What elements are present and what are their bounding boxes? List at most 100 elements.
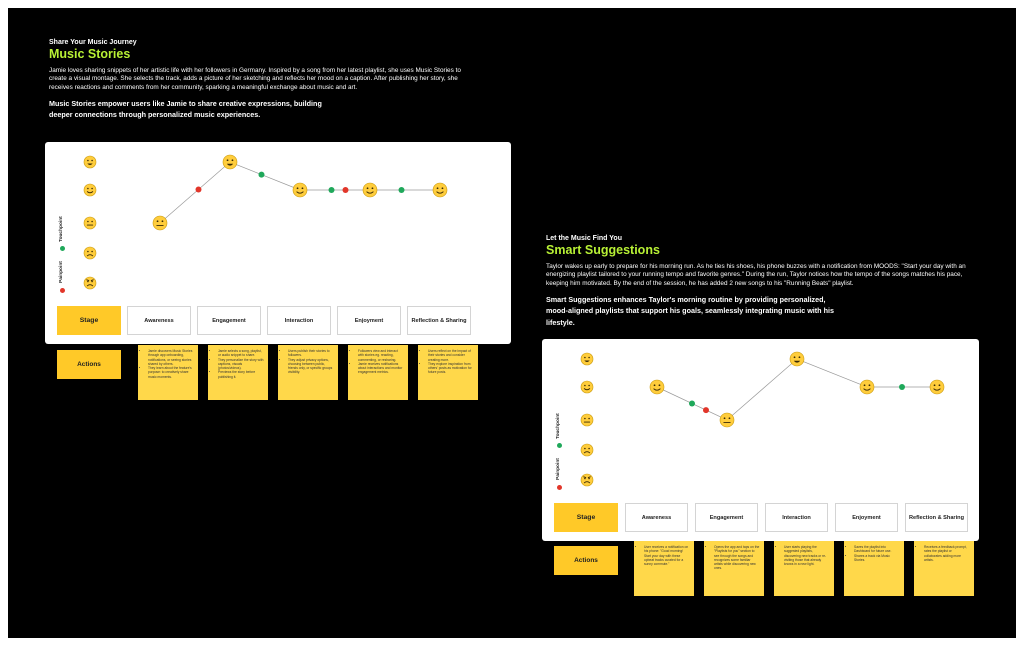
- note-item: Previews the story before publishing it.: [218, 370, 264, 379]
- story-body: Jamie loves sharing snippets of her arti…: [49, 67, 461, 91]
- touchpoint-legend-dot: [60, 246, 65, 251]
- story-kicker: Let the Music Find You: [546, 235, 622, 242]
- happy-face-icon: [83, 183, 97, 197]
- stage-interaction: Interaction: [765, 503, 828, 532]
- happy-face-icon: [292, 182, 308, 198]
- note-item: Saves the playlist into Dashboard for fu…: [854, 545, 900, 554]
- neutral-face-icon: [152, 215, 168, 231]
- sticky-note: Opens the app and taps on the "Playlists…: [704, 541, 764, 596]
- note-list: Opens the app and taps on the "Playlists…: [708, 545, 760, 571]
- note-list: User receives a notification on his phon…: [638, 545, 690, 566]
- stage-reflection-sharing: Reflection & Sharing: [905, 503, 968, 532]
- note-item: They personalize the story with captions…: [218, 358, 264, 371]
- journey-map-card: Touchpoint Painpoint Stage Awareness Eng…: [45, 142, 511, 344]
- emotion-curve: [83, 154, 448, 290]
- actions-label: Actions: [554, 546, 618, 575]
- stage-engagement: Engagement: [197, 306, 261, 335]
- touchpoint-legend-dot: [557, 443, 562, 448]
- happy-face-icon: [649, 379, 665, 395]
- stage-awareness: Awareness: [625, 503, 688, 532]
- actions-label: Actions: [57, 350, 121, 379]
- neutral-face-icon: [83, 216, 97, 230]
- neutral-face-icon: [580, 413, 594, 427]
- painpoint-marker: [195, 186, 202, 193]
- sad-face-icon: [580, 443, 594, 457]
- story-body: Taylor wakes up early to prepare for his…: [546, 263, 966, 287]
- touchpoint-marker: [899, 384, 905, 390]
- stage-enjoyment: Enjoyment: [835, 503, 898, 532]
- sticky-note: Receives a feedback prompt, rates the pl…: [914, 541, 974, 596]
- note-list: Saves the playlist into Dashboard for fu…: [848, 545, 900, 562]
- very-happy-face-icon: [580, 352, 594, 366]
- note-item: Followers view and interact with stories…: [358, 349, 404, 362]
- stage-enjoyment: Enjoyment: [337, 306, 401, 335]
- touchpoint-axis-label: Touchpoint: [556, 413, 561, 439]
- sticky-note: Saves the playlist into Dashboard for fu…: [844, 541, 904, 596]
- note-list: Jamie discovers Music Stories through ap…: [142, 349, 194, 379]
- emotion-curve: [580, 351, 945, 487]
- touchpoint-marker: [258, 171, 265, 178]
- note-list: Followers view and interact with stories…: [352, 349, 404, 375]
- sad-face-icon: [83, 246, 97, 260]
- note-item: Shares a track via Music Stories.: [854, 554, 900, 563]
- sticky-note: User starts playing the suggested playli…: [774, 541, 834, 596]
- angry-face-icon: [580, 473, 594, 487]
- sticky-note: Users reflect on the impact of their sto…: [418, 345, 478, 400]
- note-item: They learn about the feature's purpose: …: [148, 366, 194, 379]
- note-item: Receives a feedback prompt, rates the pl…: [924, 545, 970, 562]
- note-item: Jamie receives notifications about inter…: [358, 362, 404, 375]
- note-item: Jamie discovers Music Stories through ap…: [148, 349, 194, 366]
- canvas-board: Share Your Music Journey Music Stories J…: [8, 8, 1016, 638]
- painpoint-legend-dot: [60, 288, 65, 293]
- happy-face-icon: [580, 380, 594, 394]
- very-happy-face-icon: [789, 351, 805, 367]
- journey-map-card: Touchpoint Painpoint Stage Awareness Eng…: [542, 339, 979, 541]
- note-list: Receives a feedback prompt, rates the pl…: [918, 545, 970, 562]
- stage-interaction: Interaction: [267, 306, 331, 335]
- painpoint-legend-dot: [557, 485, 562, 490]
- story-title: Smart Suggestions: [546, 243, 660, 257]
- neutral-face-icon: [719, 412, 735, 428]
- stage-header: Stage: [57, 306, 121, 335]
- happy-face-icon: [859, 379, 875, 395]
- story-intro: Let the Music Find You Smart Suggestions…: [546, 235, 966, 328]
- note-list: User starts playing the suggested playli…: [778, 545, 830, 566]
- note-item: They adjust privacy options, choosing be…: [288, 358, 334, 375]
- story-emphasis: Smart Suggestions enhances Taylor's morn…: [546, 294, 834, 327]
- note-item: They explore inspiration from others' po…: [428, 362, 474, 375]
- painpoint-marker: [703, 407, 709, 414]
- stage-reflection-sharing: Reflection & Sharing: [407, 306, 471, 335]
- sticky-note: Followers view and interact with stories…: [348, 345, 408, 400]
- story-intro: Share Your Music Journey Music Stories J…: [49, 39, 469, 121]
- story-title: Music Stories: [49, 47, 131, 61]
- note-list: Jamie selects a song, playlist, or audio…: [212, 349, 264, 379]
- touchpoint-marker: [689, 400, 695, 407]
- happy-face-icon: [929, 379, 945, 395]
- very-happy-face-icon: [83, 155, 97, 169]
- story-kicker: Share Your Music Journey: [49, 39, 137, 46]
- note-item: User receives a notification on his phon…: [644, 545, 690, 566]
- story-emphasis: Music Stories empower users like Jamie t…: [49, 98, 322, 120]
- angry-face-icon: [83, 276, 97, 290]
- happy-face-icon: [362, 182, 378, 198]
- sticky-note: Jamie selects a song, playlist, or audio…: [208, 345, 268, 400]
- stage-engagement: Engagement: [695, 503, 758, 532]
- painpoint-axis-label: Painpoint: [556, 458, 561, 480]
- note-item: Users reflect on the impact of their sto…: [428, 349, 474, 362]
- touchpoint-marker: [328, 187, 335, 193]
- sticky-note: Jamie discovers Music Stories through ap…: [138, 345, 198, 400]
- touchpoint-axis-label: Touchpoint: [59, 216, 64, 242]
- painpoint-marker: [342, 187, 349, 193]
- happy-face-icon: [432, 182, 448, 198]
- note-list: Users reflect on the impact of their sto…: [422, 349, 474, 375]
- touchpoint-marker: [398, 187, 405, 193]
- note-item: Users publish their stories to followers…: [288, 349, 334, 358]
- emotion-line: [656, 358, 937, 421]
- stage-awareness: Awareness: [127, 306, 191, 335]
- note-item: Jamie selects a song, playlist, or audio…: [218, 349, 264, 358]
- note-list: Users publish their stories to followers…: [282, 349, 334, 375]
- sticky-note: User receives a notification on his phon…: [634, 541, 694, 596]
- note-item: Opens the app and taps on the "Playlists…: [714, 545, 760, 571]
- painpoint-axis-label: Painpoint: [59, 261, 64, 283]
- stage-header: Stage: [554, 503, 618, 532]
